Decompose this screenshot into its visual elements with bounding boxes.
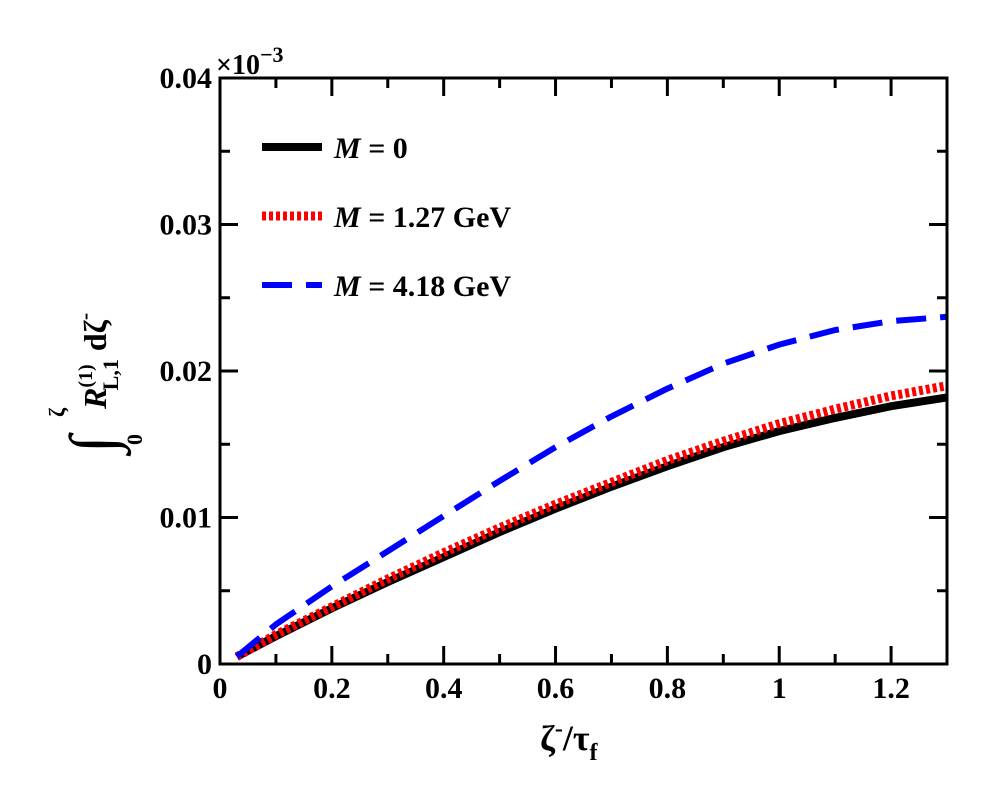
legend: M = 0 M = 1.27 GeV M = 4.18 GeV: [262, 132, 511, 303]
y-axis-tail: dζ: [77, 319, 113, 351]
legend-label-m0: M = 0: [333, 132, 408, 165]
legend-label-m0-rest: = 0: [361, 132, 408, 165]
legend-label-m418-rest: = 4.18 GeV: [361, 270, 512, 303]
series-line-1: [234, 381, 947, 661]
y-tick-label: 0.02: [160, 355, 213, 388]
series-layer: [234, 313, 947, 661]
y-multiplier: ×10−3: [216, 42, 284, 81]
x-tick-label: 0: [213, 672, 228, 705]
x-axis-title-sup: -: [555, 716, 563, 742]
integral-sign: ∫: [57, 432, 132, 457]
y-tick-label: 0.04: [160, 62, 213, 95]
x-tick-label: 0.8: [649, 672, 687, 705]
series-line-2: [234, 313, 947, 660]
y-axis-symbol: R: [77, 388, 113, 410]
ticks-layer: [218, 76, 949, 666]
y-axis-title: ∫ ζ 0 R(1)L,1 dζ-: [44, 313, 147, 457]
x-tick-label: 0.4: [425, 672, 463, 705]
x-tick-label: 0.6: [537, 672, 575, 705]
integral-lower-limit: 0: [122, 434, 147, 445]
x-axis-title-sub: f: [589, 740, 598, 766]
y-multiplier-base: ×10: [216, 50, 260, 81]
tick-labels-layer: 0 0.2 0.4 0.6 0.8 1 1.2 0 0.01 0.02 0.03 0.04: [160, 62, 910, 705]
legend-label-m127: M = 1.27 GeV: [333, 201, 511, 234]
x-axis-title: ζ-/τf: [540, 716, 598, 766]
y-axis-sup: (1): [75, 364, 97, 387]
y-tick-label: 0.03: [160, 209, 213, 242]
y-tick-label: 0.01: [160, 502, 213, 535]
legend-label-m127-var: M: [333, 201, 362, 234]
legend-label-m0-var: M: [333, 132, 362, 165]
y-tick-label: 0: [197, 648, 212, 681]
x-tick-label: 0.2: [313, 672, 351, 705]
y-multiplier-exp: −3: [260, 42, 284, 67]
y-axis-tail-sup: -: [72, 313, 97, 320]
legend-label-m127-rest: = 1.27 GeV: [361, 201, 512, 234]
legend-label-m418-var: M: [333, 270, 362, 303]
y-axis-title-expression: R(1)L,1 dζ-: [72, 313, 123, 410]
y-axis-sub: L,1: [98, 359, 123, 390]
x-axis-title-slash: /τ: [562, 718, 590, 758]
x-tick-label: 1: [772, 672, 787, 705]
legend-label-m418: M = 4.18 GeV: [333, 270, 511, 303]
x-axis-title-main: ζ: [540, 718, 556, 758]
x-tick-label: 1.2: [872, 672, 910, 705]
integral-upper-limit: ζ: [44, 407, 69, 417]
